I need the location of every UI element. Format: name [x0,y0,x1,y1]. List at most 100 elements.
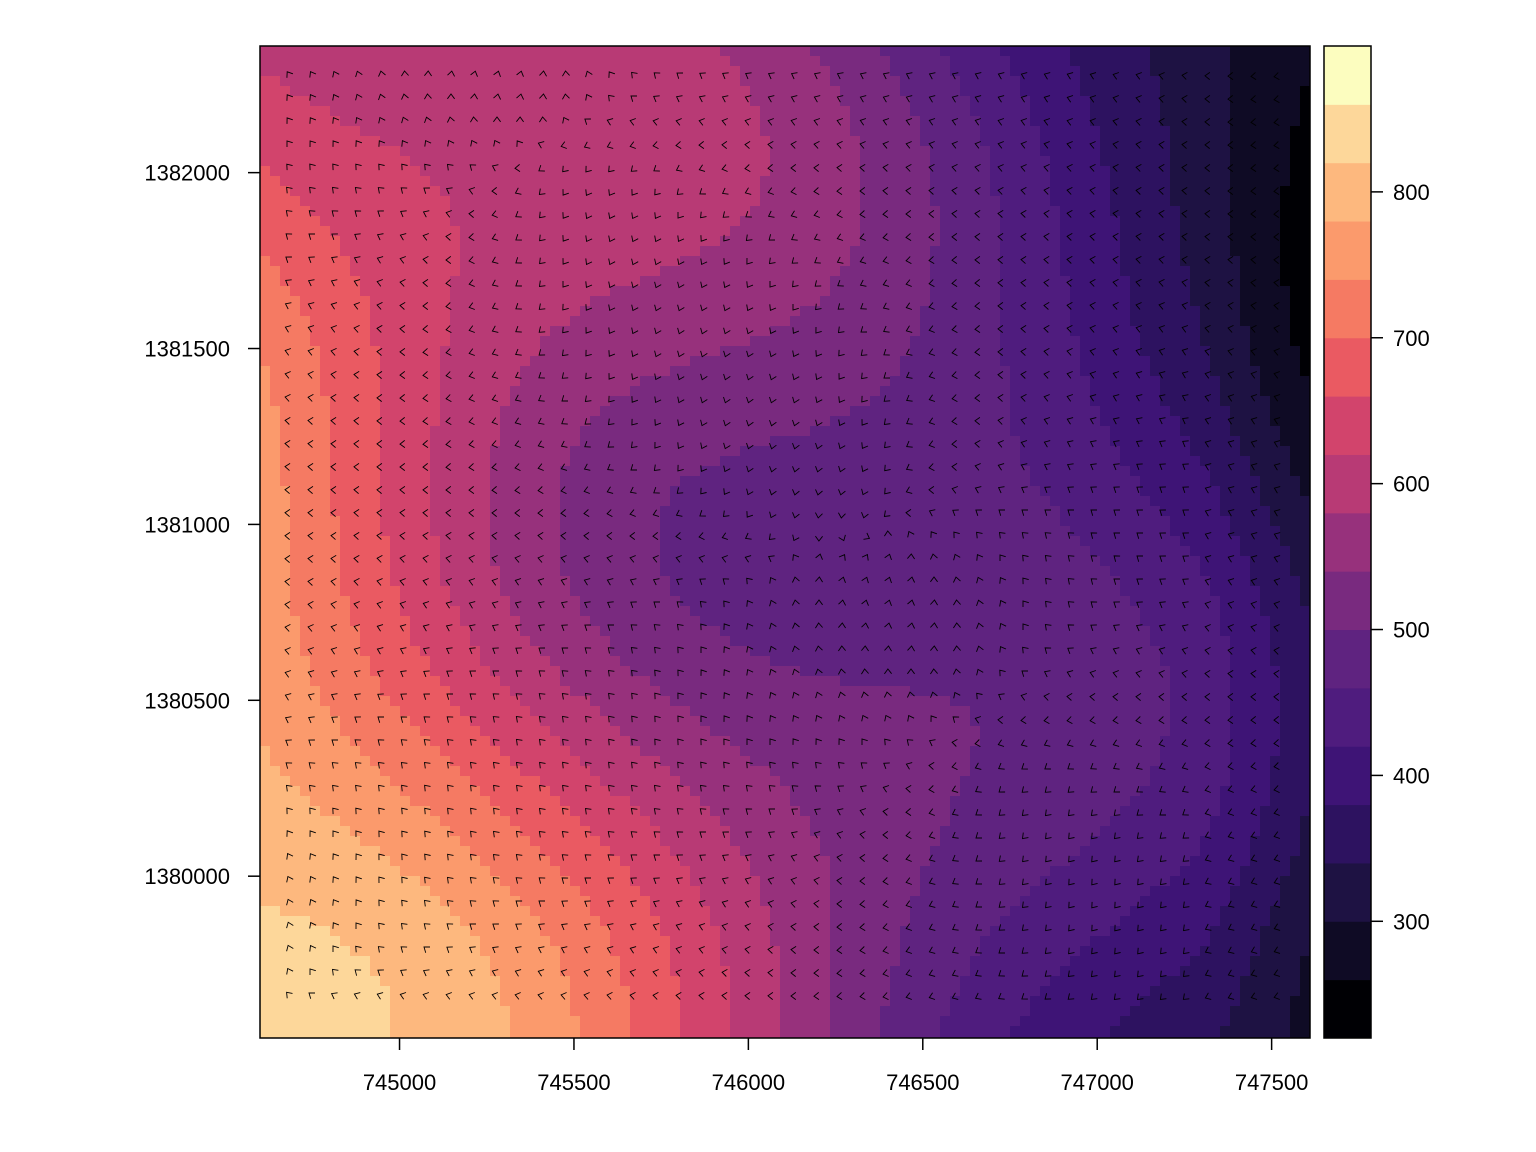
raster-cell [300,546,311,557]
raster-cell [480,716,491,727]
raster-cell [450,646,461,657]
raster-cell [420,926,431,937]
raster-cell [380,246,391,257]
raster-cell [450,146,461,157]
raster-cell [310,636,321,647]
raster-cell [260,366,271,377]
raster-cell [620,816,631,827]
raster-cell [280,276,291,287]
raster-cell [600,636,611,647]
raster-cell [620,966,631,977]
raster-cell [360,1006,371,1017]
raster-cell [260,816,271,827]
raster-cell [690,646,701,657]
raster-cell [360,396,371,407]
raster-cell [400,496,411,507]
raster-cell [260,436,271,447]
raster-cell [600,776,611,787]
raster-cell [480,876,491,887]
raster-cell [590,446,601,457]
raster-cell [450,276,461,287]
raster-cell [670,356,681,367]
raster-cell [360,736,371,747]
raster-cell [360,86,371,97]
raster-cell [540,636,551,647]
raster-cell [500,866,511,877]
raster-cell [560,236,571,247]
raster-cell [560,466,571,477]
raster-cell [460,106,471,117]
raster-cell [570,916,581,927]
raster-cell [450,786,461,797]
raster-cell [490,646,501,657]
raster-cell [480,826,491,837]
raster-cell [620,426,631,437]
raster-cell [490,856,501,867]
raster-cell [750,256,761,267]
raster-cell [700,776,711,787]
raster-cell [430,666,441,677]
raster-cell [290,196,301,207]
raster-cell [490,216,501,227]
raster-cell [350,556,361,567]
raster-cell [440,626,451,637]
raster-cell [720,776,731,787]
raster-cell [410,776,421,787]
raster-cell [750,866,761,877]
raster-cell [440,386,451,397]
raster-cell [280,266,291,277]
raster-cell [740,716,751,727]
raster-cell [750,1006,761,1017]
raster-cell [530,1006,541,1017]
raster-cell [430,306,441,317]
raster-cell [300,126,311,137]
raster-cell [610,216,621,227]
raster-cell [490,576,501,587]
raster-cell [310,756,321,767]
raster-cell [430,736,441,747]
raster-cell [350,996,361,1007]
raster-cell [400,706,411,717]
raster-cell [470,106,481,117]
raster-cell [300,386,311,397]
raster-cell [290,306,301,317]
raster-cell [280,936,291,947]
raster-cell [700,1036,711,1038]
raster-cell [380,346,391,357]
raster-cell [390,366,401,377]
raster-cell [260,756,271,767]
raster-cell [710,446,721,457]
raster-cell [290,686,301,697]
raster-cell [480,186,491,197]
raster-cell [450,756,461,767]
raster-cell [520,116,531,127]
raster-cell [380,626,391,637]
raster-cell [580,516,591,527]
raster-cell [690,706,701,717]
raster-cell [620,696,631,707]
raster-cell [540,546,551,557]
raster-cell [400,806,411,817]
raster-cell [400,176,411,187]
raster-cell [620,726,631,737]
raster-cell [680,116,691,127]
raster-cell [390,196,401,207]
raster-cell [620,186,631,197]
raster-cell [450,346,461,357]
raster-cell [640,666,651,677]
raster-cell [690,946,701,957]
raster-cell [580,106,591,117]
raster-cell [500,46,511,57]
raster-cell [640,166,651,177]
raster-cell [450,886,461,897]
raster-cell [370,976,381,987]
raster-cell [750,136,761,147]
raster-cell [590,506,601,517]
raster-cell [700,1026,711,1037]
raster-cell [730,486,741,497]
raster-cell [630,56,641,67]
raster-cell [530,986,541,997]
raster-cell [700,906,711,917]
raster-cell [260,116,271,127]
raster-cell [560,406,571,417]
